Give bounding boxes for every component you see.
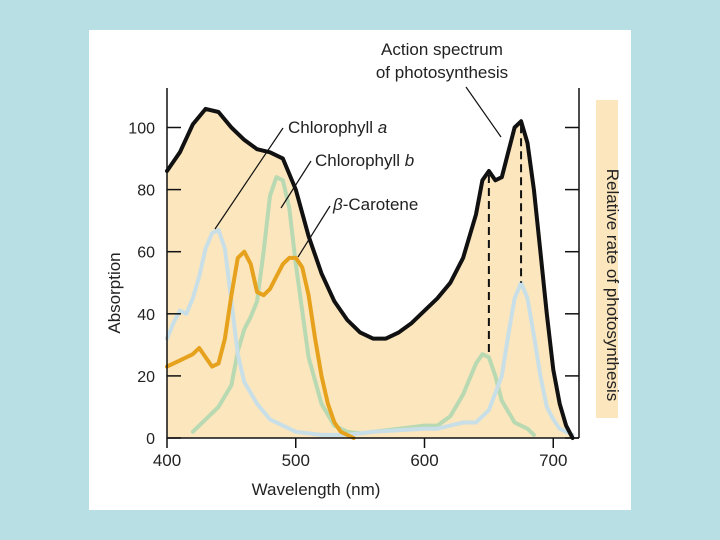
leader-chlorophyll-a [214, 127, 284, 230]
series-carotene [165, 249, 356, 440]
y2-axis-label: Relative rate of photosynthesis [603, 169, 622, 401]
lines-layer [165, 106, 575, 440]
ticks-layer: 0 20 40 60 80 100 400 500 600 700 [128, 121, 579, 470]
x-axis-label: Wavelength (nm) [252, 480, 381, 499]
leader-action-spectrum [465, 86, 502, 138]
fill-layer [167, 100, 618, 439]
annotation-chlorophyll-b: Chlorophyll b [315, 151, 414, 170]
y2-label-band [596, 100, 618, 418]
figure-panel: 0 20 40 60 80 100 400 500 600 700 Wavelength (nm)… [89, 30, 631, 510]
y-tick-label: 40 [137, 307, 155, 324]
x-tick-label: 600 [410, 451, 438, 470]
leader-chlorophyll-b [280, 160, 312, 209]
series-action-spectrum [165, 106, 575, 440]
x-tick-label: 700 [539, 451, 567, 470]
absorption-chart: 0 20 40 60 80 100 400 500 600 700 Wavelength (nm)… [105, 40, 622, 499]
y-axis-label: Absorption [105, 252, 124, 333]
action-spectrum-fill [167, 108, 573, 439]
y-tick-label: 20 [137, 369, 155, 386]
x-tick-label: 400 [153, 451, 181, 470]
annotation-carotene: β-Carotene [332, 195, 418, 214]
x-tick-label: 500 [282, 451, 310, 470]
annotation-action-spectrum-line1: Action spectrum [381, 40, 503, 59]
annotation-action-spectrum-line2: of photosynthesis [376, 63, 508, 82]
axes-layer [166, 88, 580, 439]
y-tick-label: 80 [137, 183, 155, 200]
y-tick-label: 0 [146, 431, 155, 448]
y-tick-label: 60 [137, 245, 155, 262]
y-tick-label: 100 [128, 121, 155, 138]
annotation-chlorophyll-a: Chlorophyll a [288, 118, 387, 137]
leader-carotene [297, 205, 331, 258]
